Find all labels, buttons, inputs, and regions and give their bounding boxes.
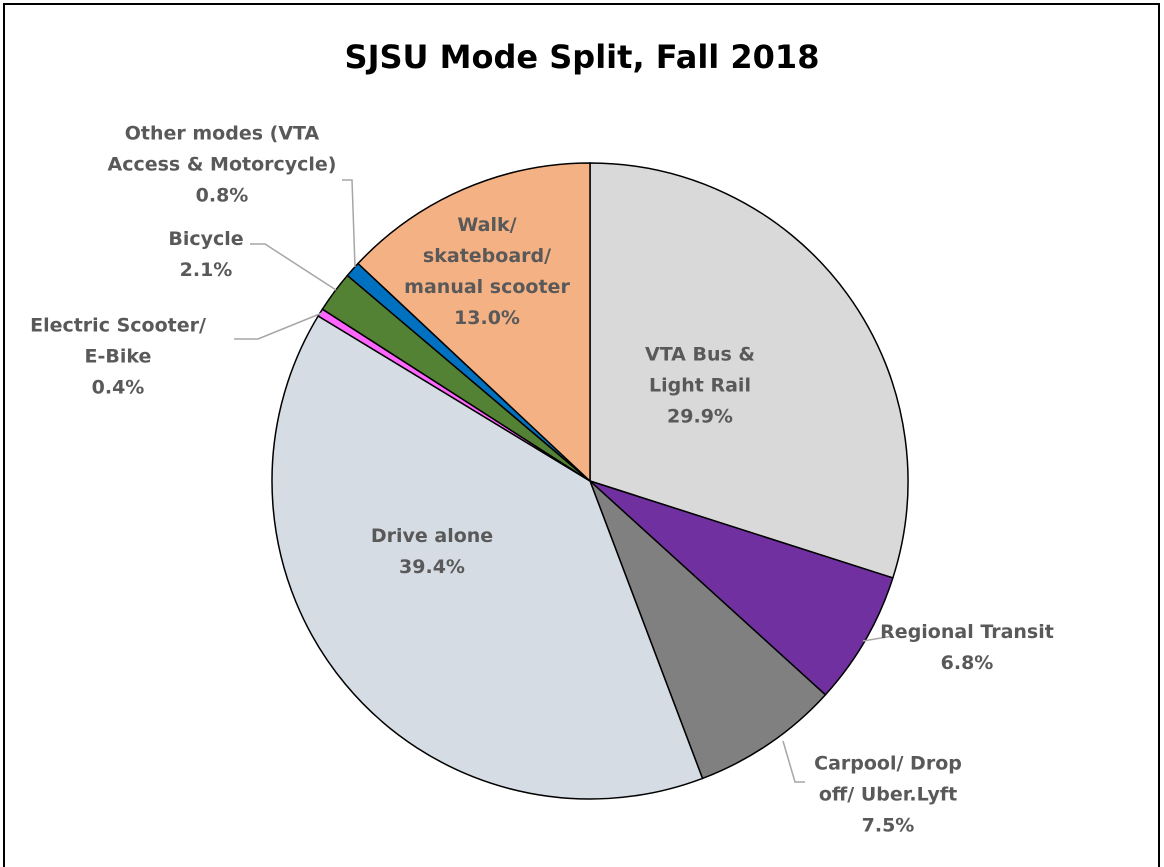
- slice-label: Bicycle 2.1%: [168, 224, 243, 286]
- leader-line: [342, 179, 356, 268]
- frame: [3, 3, 1160, 867]
- slice: [356, 162, 591, 483]
- slice-label: Regional Transit 6.8%: [880, 617, 1054, 679]
- category-label: Regional Transit: [880, 621, 1054, 643]
- slice-label: Electric Scooter/ E-Bike 0.4%: [30, 311, 206, 404]
- category-label: Other modes (VTA Access & Motorcycle): [107, 122, 337, 176]
- value-label: 13.0%: [454, 307, 520, 329]
- value-label: 39.4%: [399, 556, 465, 578]
- category-label: Electric Scooter/ E-Bike: [30, 314, 206, 368]
- value-label: 6.8%: [940, 652, 994, 674]
- leader-line: [862, 635, 894, 642]
- category-label: VTA Bus & Light Rail: [644, 343, 756, 397]
- category-label: Drive alone: [370, 525, 494, 547]
- leader-line: [234, 312, 323, 340]
- slice-label: Drive alone 39.4%: [371, 521, 493, 583]
- leader-line: [782, 740, 805, 783]
- value-label: 0.8%: [195, 184, 249, 207]
- slice-label: VTA Bus & Light Rail 29.9%: [645, 340, 755, 433]
- value-label: 29.9%: [667, 405, 733, 428]
- value-label: 2.1%: [179, 259, 233, 281]
- slice: [589, 162, 909, 579]
- slice: [271, 314, 704, 800]
- slice-label: Carpool/ Drop off/ Uber.Lyft 7.5%: [814, 749, 962, 842]
- value-label: 7.5%: [861, 814, 915, 837]
- value-label: 0.4%: [91, 376, 145, 399]
- leader-line: [250, 243, 337, 291]
- slice-label: Walk/ skateboard/ manual scooter 13.0%: [404, 210, 570, 334]
- category-label: Walk/ skateboard/ manual scooter: [404, 214, 570, 298]
- category-label: Carpool/ Drop off/ Uber.Lyft: [814, 752, 962, 806]
- slice-label: Other modes (VTA Access & Motorcycle) 0.8…: [108, 119, 337, 212]
- slice: [589, 480, 827, 780]
- chart-title: SJSU Mode Split, Fall 2018: [344, 38, 820, 76]
- category-label: Bicycle: [168, 228, 244, 250]
